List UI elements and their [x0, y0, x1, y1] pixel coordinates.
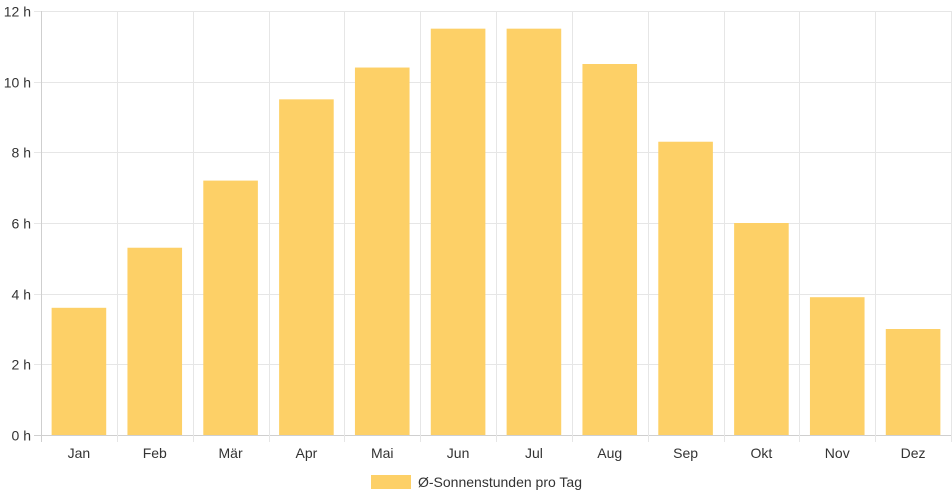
- y-tick-label: 12 h: [4, 4, 31, 20]
- axes: 0 h 2 h 4 h 6 h 8 h 10 h 12 h Jan Feb Mär Apr Mai Ju…: [4, 4, 926, 462]
- y-tick-label: 2 h: [12, 357, 31, 373]
- x-tick-label: Mär: [219, 445, 243, 461]
- legend-swatch[interactable]: [371, 475, 411, 489]
- x-tick-label: Dez: [901, 445, 926, 461]
- x-tick-label: Jun: [447, 445, 470, 461]
- bar-mai[interactable]: [354, 67, 410, 436]
- x-tick-label: Nov: [825, 445, 850, 461]
- bar-jul[interactable]: [506, 28, 562, 436]
- bar-mär[interactable]: [203, 180, 258, 435]
- bar-sep[interactable]: [658, 141, 713, 435]
- legend-label[interactable]: Ø-Sonnenstunden pro Tag: [418, 474, 582, 490]
- bar-feb[interactable]: [127, 247, 183, 435]
- bar-jun[interactable]: [430, 28, 486, 436]
- bar-jan[interactable]: [51, 307, 107, 435]
- bar-apr[interactable]: [279, 99, 334, 435]
- bar-okt[interactable]: [734, 223, 789, 435]
- x-tick-label: Apr: [296, 445, 318, 461]
- y-tick-label: 4 h: [12, 287, 31, 303]
- x-tick-label: Jan: [68, 445, 91, 461]
- x-tick-label: Mai: [371, 445, 394, 461]
- bars: [51, 28, 941, 436]
- bar-nov[interactable]: [809, 297, 865, 435]
- x-tick-label: Feb: [143, 445, 167, 461]
- legend[interactable]: Ø-Sonnenstunden pro Tag: [371, 474, 582, 490]
- y-tick-label: 0 h: [12, 428, 31, 444]
- y-tick-label: 6 h: [12, 216, 31, 232]
- grid-lines: [34, 11, 952, 442]
- x-tick-label: Okt: [751, 445, 773, 461]
- y-tick-label: 10 h: [4, 75, 31, 91]
- bar-aug[interactable]: [582, 64, 638, 435]
- x-tick-label: Aug: [597, 445, 622, 461]
- x-tick-label: Jul: [525, 445, 543, 461]
- y-tick-label: 8 h: [12, 145, 31, 161]
- bar-dez[interactable]: [885, 329, 941, 435]
- x-tick-label: Sep: [673, 445, 698, 461]
